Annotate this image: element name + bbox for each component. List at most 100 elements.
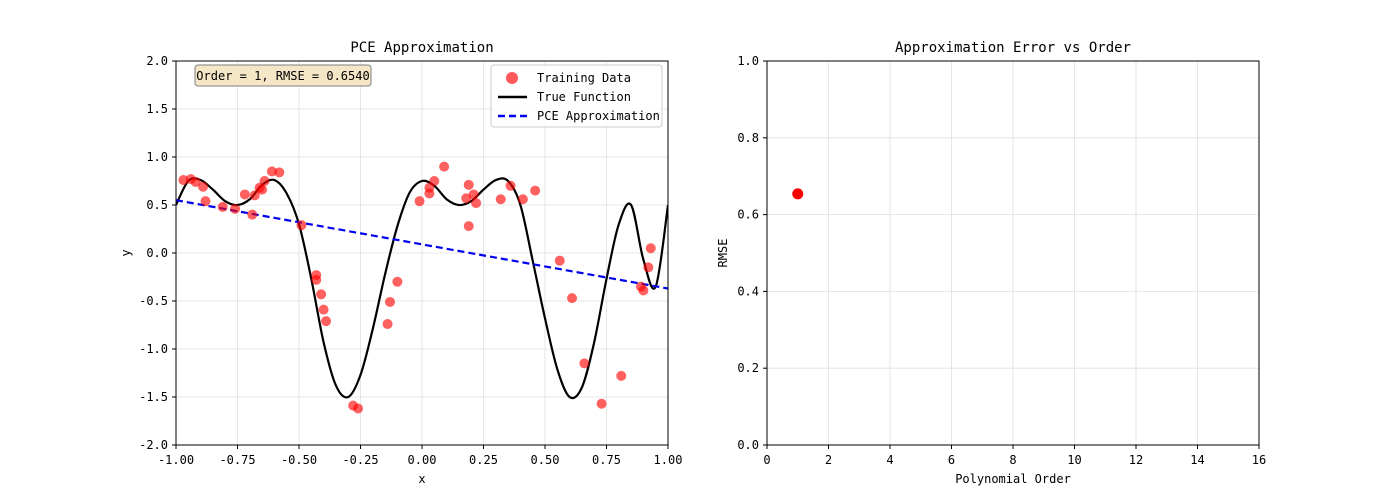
training-data-point	[311, 274, 322, 285]
right-plot-xtick-label: 8	[1009, 453, 1016, 467]
training-data-point	[247, 209, 258, 220]
right-plot-xtick-label: 12	[1129, 453, 1143, 467]
legend-approx-label: PCE Approximation	[537, 109, 660, 123]
right-plot-xlabel: Polynomial Order	[955, 472, 1071, 486]
right-plot-series	[792, 188, 804, 200]
right-plot-xtick-label: 6	[948, 453, 955, 467]
left-plot-ticks: -1.00 -0.75 -0.50 -0.25 0.00 0.25 0.50 0.75 1.00…	[139, 54, 682, 467]
training-data-point	[318, 304, 329, 315]
training-data-point	[596, 398, 607, 409]
training-data-point	[643, 262, 654, 273]
training-data-point	[353, 403, 364, 414]
training-data-point	[190, 176, 201, 187]
left-plot-ytick-label: 1.5	[146, 102, 168, 116]
right-plot-xtick-label: 10	[1067, 453, 1081, 467]
legend: Training Data True Function PCE Approxim…	[490, 64, 663, 128]
right-plot-xtick-label: 4	[886, 453, 893, 467]
left-plot-xtick-label: -0.50	[281, 453, 317, 467]
legend-training-marker	[506, 72, 518, 84]
training-data-point	[414, 196, 425, 207]
right-plot-ytick-label: 1.0	[737, 54, 759, 68]
legend-box	[490, 64, 663, 128]
right-plot-ytick-label: 0.6	[737, 208, 759, 222]
training-data-point	[259, 176, 270, 186]
training-data-point	[579, 358, 590, 369]
training-data-point	[439, 161, 450, 172]
training-data-point	[567, 293, 578, 304]
left-plot-xtick-label: 0.50	[531, 453, 560, 467]
training-data-point	[471, 198, 482, 209]
training-data-point	[616, 370, 627, 381]
right-plot-ticks: 0 2 4 6 8 10 12 14 16 0.0 0.2 0.4 0.6 0.8 1.0	[737, 54, 1266, 467]
training-data-point	[316, 289, 327, 300]
training-data-point	[385, 296, 396, 307]
error-vs-order-plot: 0 2 4 6 8 10 12 14 16 0.0 0.2 0.4 0.6 0.8 1.0 Approxim…	[716, 40, 1266, 486]
training-data-point	[217, 201, 228, 212]
left-plot-xtick-label: 0.25	[469, 453, 498, 467]
training-data-point	[638, 285, 649, 296]
left-plot-ytick-label: 0.0	[146, 246, 168, 260]
training-data-point	[178, 175, 189, 186]
left-plot-ytick-label: 2.0	[146, 54, 168, 68]
training-data-point	[463, 179, 474, 190]
left-plot-xlabel: x	[418, 472, 425, 486]
left-plot-ytick-label: -0.5	[139, 294, 168, 308]
pce-approximation-plot: -1.00 -0.75 -0.50 -0.25 0.00 0.25 0.50 0.75 1.00…	[119, 40, 682, 486]
training-data-point	[239, 189, 250, 200]
training-data-point	[554, 255, 565, 266]
training-data-point	[230, 203, 241, 214]
training-data-point	[257, 184, 268, 195]
left-plot-title: PCE Approximation	[350, 40, 493, 56]
left-plot-ytick-label: -1.0	[139, 342, 168, 356]
training-data-point	[274, 167, 285, 178]
left-plot-xtick-label: -0.25	[342, 453, 378, 467]
right-plot-xtick-label: 0	[763, 453, 770, 467]
left-plot-ytick-label: 1.0	[146, 150, 168, 164]
legend-training-label: Training Data	[537, 71, 631, 85]
left-plot-ytick-label: -1.5	[139, 390, 168, 404]
training-data-point	[382, 319, 393, 330]
training-data-point	[463, 221, 474, 232]
rmse-annotation-text: Order = 1, RMSE = 0.6540	[196, 69, 369, 83]
left-plot-series	[176, 161, 668, 414]
training-data-point	[392, 276, 403, 287]
left-plot-xtick-label: 1.00	[654, 453, 683, 467]
training-data-point	[429, 176, 440, 186]
right-plot-xtick-label: 2	[825, 453, 832, 467]
legend-true-label: True Function	[537, 90, 631, 104]
training-data-point	[517, 194, 528, 205]
right-plot-xtick-label: 16	[1252, 453, 1266, 467]
right-plot-ytick-label: 0.4	[737, 284, 759, 298]
training-data-point	[249, 190, 260, 201]
training-data-point	[321, 316, 332, 327]
training-data-point	[296, 220, 307, 231]
training-data-point	[200, 196, 211, 207]
training-data-point	[495, 194, 506, 205]
left-plot-xtick-label: 0.00	[408, 453, 437, 467]
left-plot-ylabel: y	[119, 249, 133, 256]
right-plot-ytick-label: 0.0	[737, 438, 759, 452]
rmse-point	[792, 188, 804, 200]
training-data-point	[266, 166, 277, 177]
training-data-point	[645, 243, 656, 254]
rmse-annotation-box	[194, 64, 372, 87]
training-data-point	[468, 189, 479, 200]
training-data-point	[424, 188, 435, 199]
right-plot-ytick-label: 0.8	[737, 131, 759, 145]
right-plot-xtick-label: 14	[1190, 453, 1204, 467]
training-data-point	[530, 185, 541, 196]
left-plot-xtick-label: 0.75	[592, 453, 621, 467]
left-plot-xtick-label: -1.00	[158, 453, 194, 467]
training-data-point	[461, 193, 472, 204]
right-plot-title: Approximation Error vs Order	[895, 40, 1131, 56]
left-plot-ytick-label: -2.0	[139, 438, 168, 452]
pce-approximation-line	[176, 199, 668, 290]
left-plot-xtick-label: -0.75	[219, 453, 255, 467]
right-plot-ytick-label: 0.2	[737, 361, 759, 375]
training-data-point	[505, 180, 516, 191]
right-plot-ylabel: RMSE	[716, 239, 730, 268]
training-data-point	[198, 181, 209, 192]
left-plot-ytick-label: 0.5	[146, 198, 168, 212]
rmse-annotation: Order = 1, RMSE = 0.6540	[194, 64, 372, 87]
